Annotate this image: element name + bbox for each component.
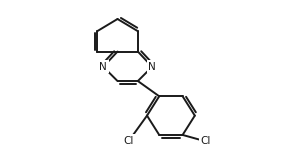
Text: N: N [148,62,156,72]
Text: N: N [99,62,107,72]
Text: Cl: Cl [201,137,211,146]
Text: Cl: Cl [124,136,134,146]
